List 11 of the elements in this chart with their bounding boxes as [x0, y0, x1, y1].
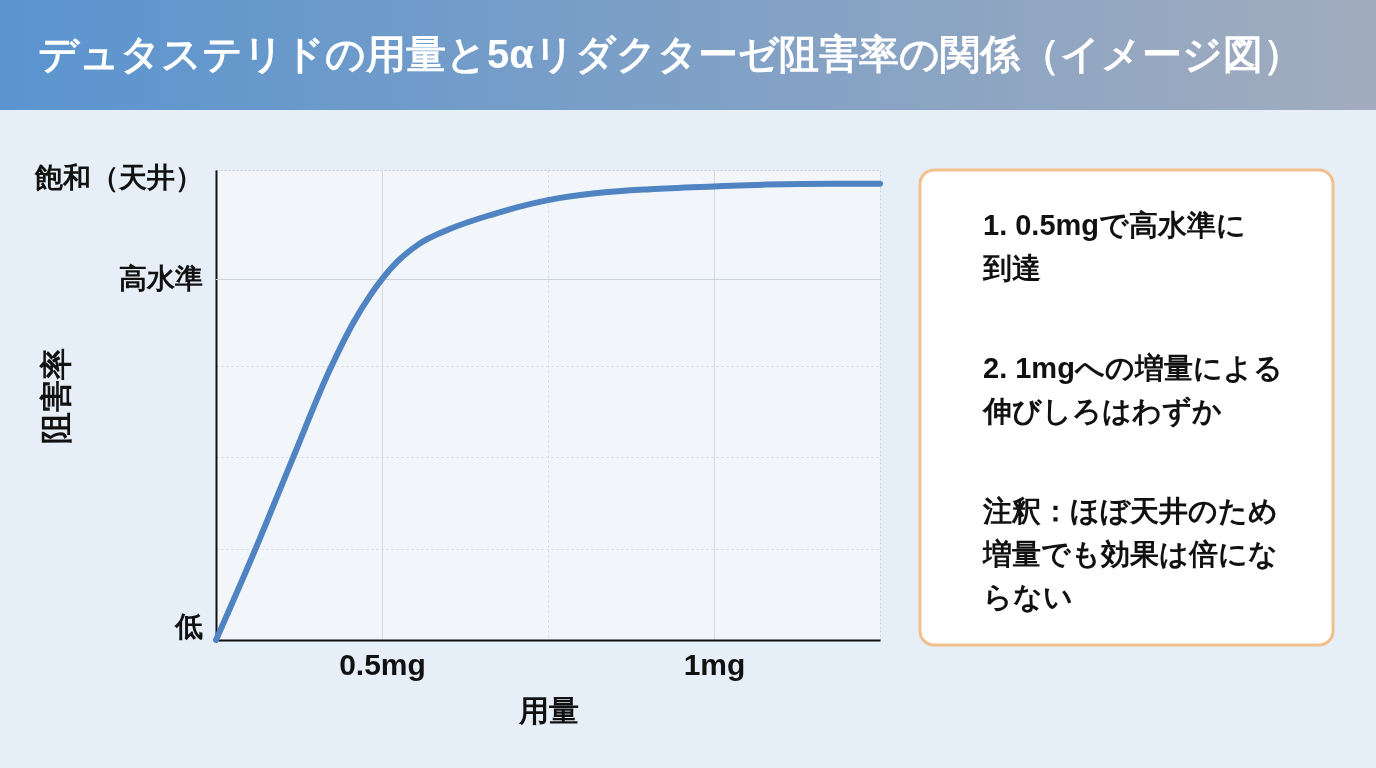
x-axis-title: 用量 [517, 693, 579, 727]
text: 注釈：ほぼ天井のため増量でも効果は倍にならない [982, 495, 1278, 613]
y-axis-title: 阻害率 [37, 347, 74, 444]
x-tick-label: 0.5mg [339, 647, 426, 681]
chart-title: デュタステリドの用量と5αリダクターゼ阻害率の関係（イメージ図） [38, 32, 1303, 76]
text: 低 [174, 611, 203, 642]
text: 飽和（天井） [34, 162, 203, 193]
ref-line-label: 高水準 [119, 262, 203, 294]
text: 1. 0.5mgで高水準に到達 [982, 209, 1247, 284]
x-tick-label: 1mg [683, 647, 746, 681]
text: 2. 1mgへの増量による伸びしろはわずか [981, 352, 1283, 428]
